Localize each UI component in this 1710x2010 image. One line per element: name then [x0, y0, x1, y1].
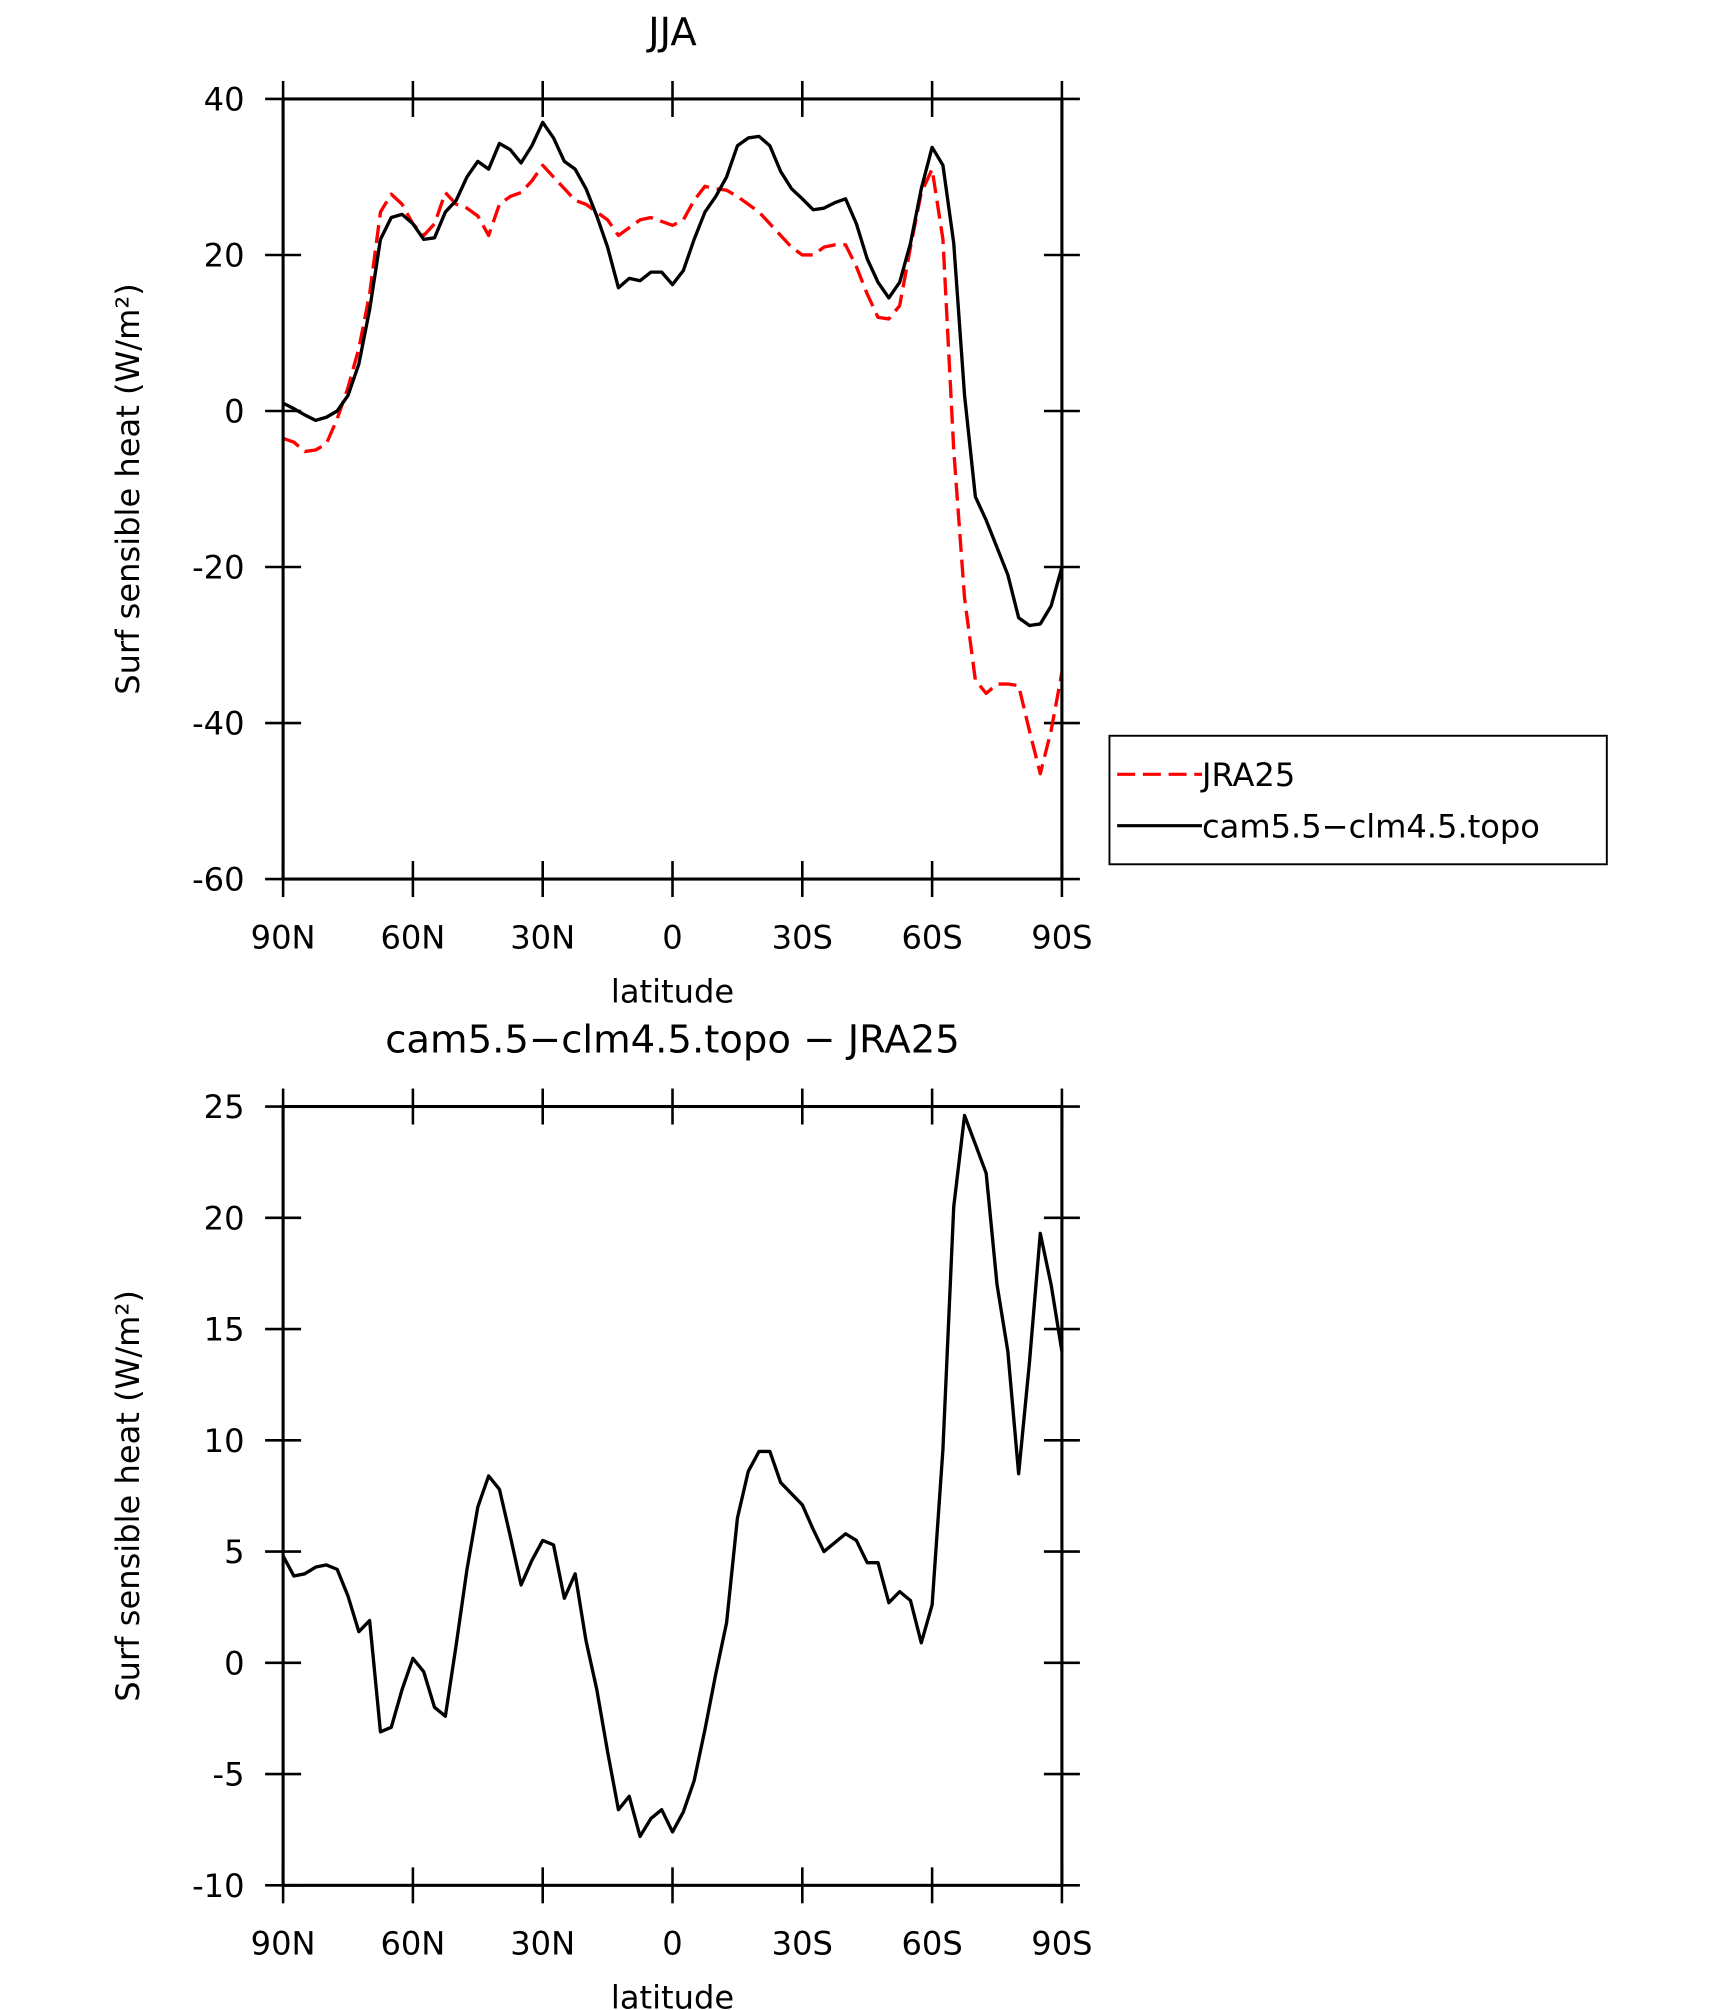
legend-box [1108, 734, 1608, 866]
x-tick-label: 90S [1031, 918, 1092, 956]
data-line [281, 1113, 1064, 1839]
chart-title: cam5.5−clm4.5.topo − JRA25 [385, 1018, 960, 1063]
y-tick-label: -60 [192, 861, 244, 899]
x-tick-label: 60N [380, 1925, 445, 1963]
x-tick-label: 60S [901, 1925, 962, 1963]
data-line [282, 120, 1064, 628]
y-tick-label: -10 [192, 1867, 244, 1905]
y-axis-label: Surf sensible heat (W/m²) [109, 1290, 147, 1702]
x-tick-label: 30N [510, 918, 575, 956]
chart-panel: JJA latitude Surf sensible heat (W/m²) -60 -… [109, 10, 1608, 1010]
x-axis-label: latitude [611, 1979, 734, 2010]
x-tick-label: 90S [1031, 1925, 1092, 1963]
chart-title: JJA [646, 10, 697, 55]
y-tick-label: 0 [224, 393, 244, 431]
x-tick-label: 30S [772, 918, 833, 956]
y-tick-label: 10 [204, 1422, 245, 1460]
x-tick-label: 0 [662, 1925, 682, 1963]
x-tick-label: 0 [662, 918, 682, 956]
y-tick-label: 20 [204, 1199, 245, 1237]
y-tick-label: 20 [204, 237, 245, 275]
y-tick-label: -20 [192, 549, 244, 587]
legend-label: JRA25 [1200, 756, 1295, 794]
x-tick-label: 60N [380, 918, 445, 956]
x-tick-label: 30N [510, 1925, 575, 1963]
y-tick-label: 0 [224, 1644, 244, 1682]
y-tick-label: 25 [204, 1088, 245, 1126]
plot-frame [281, 97, 1064, 881]
y-tick-label: -5 [213, 1756, 245, 1794]
y-tick-label: 40 [204, 81, 245, 119]
y-tick-label: 15 [204, 1311, 245, 1349]
y-axis-label: Surf sensible heat (W/m²) [109, 283, 147, 695]
plot-frame [281, 1104, 1064, 1887]
y-tick-label: -40 [192, 705, 244, 743]
x-tick-label: 30S [772, 1925, 833, 1963]
data-line [282, 163, 1064, 776]
x-tick-label: 60S [901, 918, 962, 956]
x-tick-label: 90N [251, 918, 316, 956]
chart-panel: cam5.5−clm4.5.topo − JRA25 latitude Surf s… [109, 1018, 1092, 2010]
legend-label: cam5.5−clm4.5.topo [1202, 807, 1540, 845]
y-tick-label: 5 [224, 1533, 244, 1571]
x-axis-label: latitude [611, 972, 734, 1010]
x-tick-label: 90N [251, 1925, 316, 1963]
